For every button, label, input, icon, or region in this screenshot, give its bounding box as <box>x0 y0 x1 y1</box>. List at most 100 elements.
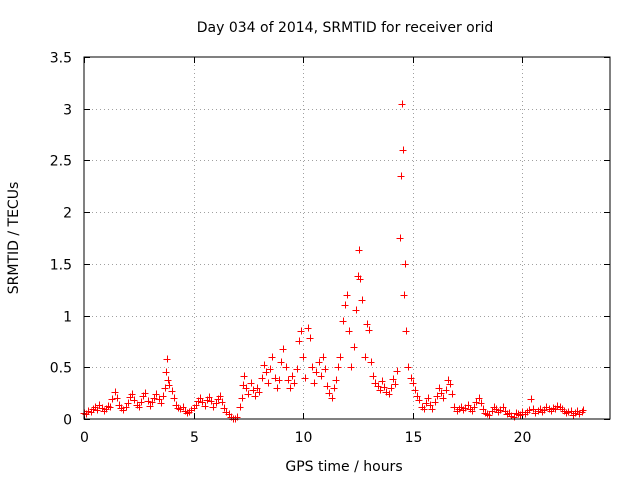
x-tick-labels: 0 5 10 15 20 <box>80 430 531 446</box>
x-tick-label: 10 <box>295 430 313 446</box>
data-point <box>578 408 586 416</box>
data-point <box>146 402 154 410</box>
grid-lines <box>84 57 610 419</box>
data-point <box>431 398 439 406</box>
data-point <box>218 398 226 406</box>
data-point <box>428 405 436 413</box>
data-point <box>288 372 296 380</box>
data-point <box>209 403 217 411</box>
x-tick-label: 5 <box>190 430 199 446</box>
data-point <box>255 388 263 396</box>
data-point <box>385 390 393 398</box>
data-point <box>93 406 101 414</box>
data-point <box>341 301 349 309</box>
data-point <box>387 384 395 392</box>
data-point <box>439 394 447 402</box>
data-point <box>275 376 283 384</box>
data-point <box>168 387 176 395</box>
data-point <box>352 306 360 314</box>
data-point <box>308 363 316 371</box>
data-point <box>163 355 171 363</box>
data-point <box>128 390 136 398</box>
data-point <box>355 246 363 254</box>
x-tick-label: 0 <box>80 430 89 446</box>
data-point <box>527 395 535 403</box>
data-point <box>472 398 480 406</box>
data-point <box>247 379 255 387</box>
data-point <box>251 392 259 400</box>
data-point <box>304 324 312 332</box>
data-point <box>531 409 539 417</box>
data-point <box>365 326 373 334</box>
data-point <box>266 365 274 373</box>
data-points <box>80 100 587 423</box>
data-point <box>244 390 252 398</box>
data-point <box>378 377 386 385</box>
data-point <box>238 394 246 402</box>
data-point <box>411 386 419 394</box>
data-point <box>345 327 353 335</box>
data-point <box>144 397 152 405</box>
data-point <box>236 403 244 411</box>
data-point <box>95 401 103 409</box>
data-point <box>448 390 456 398</box>
x-axis-label: GPS time / hours <box>285 459 402 475</box>
data-point <box>446 380 454 388</box>
data-point <box>239 381 247 389</box>
data-point <box>130 396 138 404</box>
data-point <box>279 345 287 353</box>
data-point <box>187 406 195 414</box>
y-tick-label: 2.5 <box>50 154 72 170</box>
y-tick-label: 1.5 <box>50 258 72 274</box>
data-point <box>295 337 303 345</box>
data-point <box>330 384 338 392</box>
data-point <box>159 392 167 400</box>
data-point <box>249 386 257 394</box>
data-point <box>437 389 445 397</box>
data-point <box>141 389 149 397</box>
data-point <box>553 402 561 410</box>
data-point <box>108 395 116 403</box>
data-point <box>84 407 92 415</box>
y-tick-label: 3.5 <box>50 51 72 67</box>
data-point <box>470 403 478 411</box>
y-tick-label: 0.5 <box>50 361 72 377</box>
data-point <box>137 398 145 406</box>
data-point <box>150 394 158 402</box>
data-point <box>264 379 272 387</box>
data-point <box>242 384 250 392</box>
y-tick-label: 0 <box>63 413 72 429</box>
y-tick-labels: 0 0.5 1 1.5 2 2.5 3 3.5 <box>50 51 72 429</box>
data-point <box>397 172 405 180</box>
x-tick-label: 20 <box>514 430 532 446</box>
data-point <box>306 334 314 342</box>
data-point <box>176 405 184 413</box>
data-point <box>424 394 432 402</box>
data-point <box>277 358 285 366</box>
data-point <box>485 411 493 419</box>
data-point <box>258 374 266 382</box>
data-point <box>363 320 371 328</box>
data-point <box>358 296 366 304</box>
data-point <box>420 405 428 413</box>
data-point <box>400 291 408 299</box>
data-point <box>402 327 410 335</box>
data-point <box>343 291 351 299</box>
data-point <box>216 392 224 400</box>
data-point <box>319 353 327 361</box>
y-tick-label: 2 <box>63 206 72 222</box>
data-point <box>301 374 309 382</box>
data-point <box>398 100 406 108</box>
y-axis-label: SRMTID / TECUs <box>6 182 22 295</box>
data-point <box>321 365 329 373</box>
data-point <box>336 353 344 361</box>
data-point <box>162 368 170 376</box>
data-point <box>312 368 320 376</box>
data-point <box>198 398 206 406</box>
data-point <box>579 406 587 414</box>
data-point <box>273 384 281 392</box>
data-point <box>122 403 130 411</box>
y-tick-label: 1 <box>63 310 72 326</box>
data-point <box>286 384 294 392</box>
